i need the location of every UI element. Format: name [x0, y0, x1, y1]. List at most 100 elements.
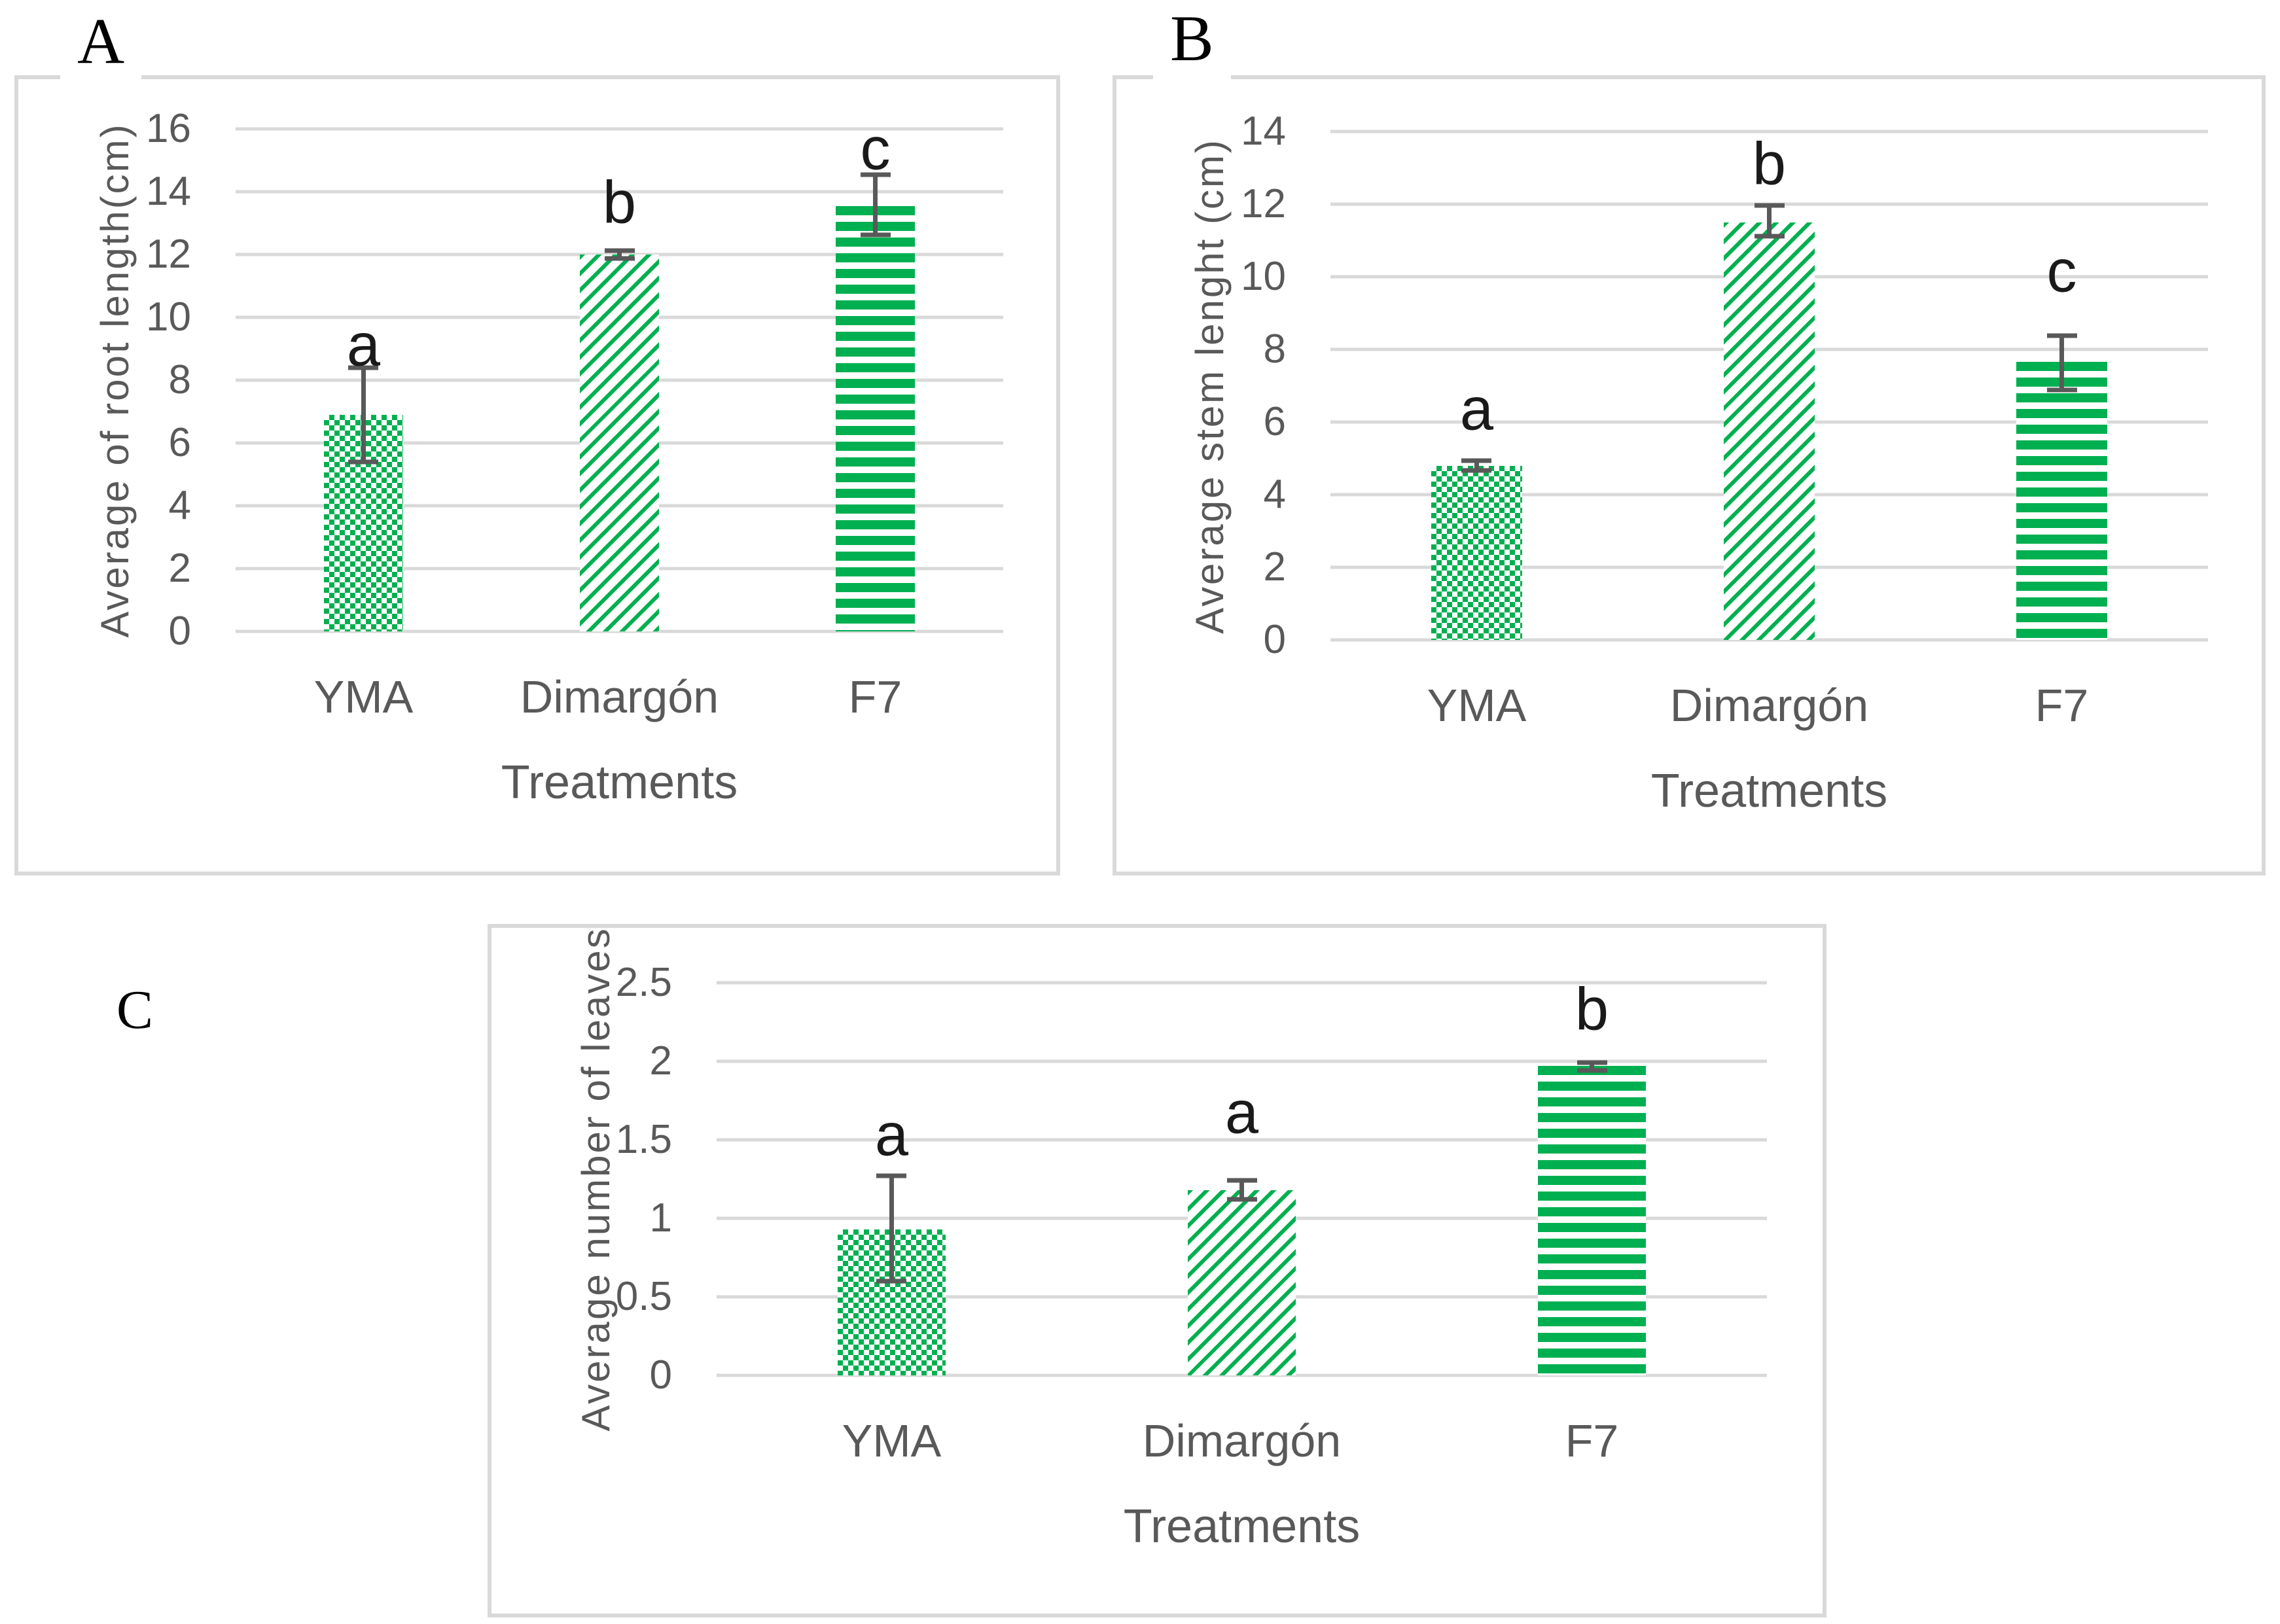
- error-bar: [1590, 1063, 1594, 1071]
- gridline: [717, 1059, 1767, 1063]
- error-bar: [2059, 335, 2064, 391]
- error-bar: [617, 250, 622, 258]
- chart-b-plot-area: Average stem lenght (cm) Treatments 0 2 4 6…: [1188, 111, 2208, 817]
- chart-c-x-axis-title: Treatments: [1123, 1500, 1361, 1553]
- error-bar: [361, 367, 366, 462]
- chart-b-y-axis-title: Average stem lenght (cm): [1188, 137, 1232, 634]
- y-axis-tick-label: 0: [649, 1352, 672, 1398]
- y-axis-tick-label: 2: [649, 1038, 672, 1084]
- chart-a-y-axis-title: Average of root length(cm): [93, 122, 137, 638]
- bar-Dimargón: [1724, 222, 1815, 640]
- y-axis-tick-label: 14: [1241, 109, 1286, 154]
- x-axis-category-label: YMA: [842, 1415, 942, 1466]
- bar-Dimargón: [1187, 1190, 1296, 1375]
- error-bar-cap: [1754, 234, 1785, 239]
- significance-letter: b: [1575, 976, 1609, 1043]
- y-axis-tick-label: 6: [1263, 399, 1286, 444]
- bar-F7: [836, 205, 915, 631]
- error-bar: [1474, 461, 1479, 470]
- y-axis-tick-label: 2.5: [615, 960, 672, 1005]
- error-bar-cap: [604, 256, 635, 261]
- chart-a-x-axis-title: Treatments: [501, 756, 738, 809]
- x-axis-category-label: F7: [1565, 1415, 1619, 1466]
- y-axis-tick-label: 14: [146, 169, 191, 214]
- error-bar-cap: [860, 172, 891, 177]
- significance-letter: b: [602, 169, 637, 236]
- y-axis-tick-label: 8: [1263, 327, 1286, 372]
- panel-label-b: B: [1153, 3, 1231, 81]
- chart-b-x-axis-title: Treatments: [1650, 765, 1888, 817]
- panel-label-c: C: [99, 980, 171, 1048]
- error-bar-cap: [876, 1173, 907, 1178]
- x-axis-category-label: Dimargón: [1669, 680, 1869, 731]
- chart-c-plot-area: Average number of leaves Treatments 0 0.5…: [574, 927, 1767, 1553]
- error-bar-cap: [1754, 203, 1785, 208]
- y-axis-tick-label: 2: [168, 546, 191, 591]
- x-axis-category-label: Dimargón: [1142, 1415, 1342, 1466]
- chart-c-y-axis-title: Average number of leaves: [574, 927, 618, 1432]
- error-bar-cap: [876, 1279, 907, 1284]
- gridline: [717, 1138, 1767, 1142]
- error-bar: [1239, 1180, 1244, 1200]
- x-axis-category-label: Dimargón: [520, 671, 719, 722]
- error-bar-cap: [1461, 468, 1492, 473]
- error-bar-cap: [1576, 1060, 1607, 1065]
- x-axis-category-label: F7: [848, 671, 902, 722]
- bar-F7: [2016, 362, 2107, 640]
- error-bar-cap: [1461, 458, 1492, 463]
- y-axis-tick-label: 2: [1263, 544, 1286, 590]
- panel-a: Average of root length(cm) Treatments 0 2…: [14, 75, 1060, 875]
- y-axis-tick-label: 4: [168, 483, 191, 528]
- x-axis-category-label: YMA: [313, 671, 414, 722]
- error-bar: [889, 1176, 894, 1281]
- gridline: [717, 1373, 1767, 1377]
- gridline: [1330, 130, 2208, 133]
- gridline: [236, 190, 1003, 194]
- bar-F7: [1537, 1066, 1647, 1375]
- significance-letter: c: [860, 115, 891, 183]
- error-bar-cap: [860, 232, 891, 238]
- significance-letter: b: [1752, 130, 1787, 198]
- error-bar: [1767, 205, 1772, 236]
- y-axis-tick-label: 8: [168, 357, 191, 402]
- gridline: [236, 629, 1003, 633]
- y-axis-tick-label: 1: [649, 1195, 672, 1241]
- error-bar-cap: [2046, 387, 2077, 393]
- panel-label-a: A: [60, 5, 142, 84]
- error-bar-cap: [2046, 333, 2077, 338]
- y-axis-tick-label: 12: [146, 232, 191, 277]
- significance-letter: a: [346, 311, 381, 379]
- panel-b: Average stem lenght (cm) Treatments 0 2 4 6…: [1113, 75, 2266, 875]
- y-axis-tick-label: 16: [146, 106, 191, 151]
- y-axis-tick-label: 0: [1263, 617, 1286, 662]
- significance-letter: a: [1459, 376, 1494, 443]
- error-bar: [873, 174, 878, 235]
- x-axis-category-label: YMA: [1427, 680, 1527, 731]
- gridline: [717, 981, 1767, 985]
- y-axis-tick-label: 10: [1241, 254, 1286, 299]
- bar-YMA: [1431, 465, 1522, 640]
- significance-letter: a: [874, 1101, 909, 1169]
- significance-letter: c: [2046, 238, 2077, 305]
- error-bar-cap: [348, 365, 379, 370]
- y-axis-tick-label: 0.5: [615, 1274, 672, 1319]
- bar-Dimargón: [580, 255, 659, 631]
- error-bar-cap: [1226, 1178, 1257, 1183]
- y-axis-tick-label: 6: [168, 420, 191, 465]
- y-axis-tick-label: 12: [1241, 181, 1286, 226]
- gridline: [236, 127, 1003, 131]
- panel-c: Average number of leaves Treatments 0 0.5…: [488, 924, 1826, 1617]
- y-axis-tick-label: 10: [146, 294, 191, 340]
- error-bar-cap: [348, 459, 379, 465]
- error-bar-cap: [604, 248, 635, 253]
- y-axis-tick-label: 0: [168, 609, 191, 654]
- error-bar-cap: [1226, 1197, 1257, 1202]
- y-axis-tick-label: 4: [1263, 472, 1286, 517]
- gridline: [1330, 638, 2208, 642]
- x-axis-category-label: F7: [2035, 680, 2089, 731]
- chart-a-plot-area: Average of root length(cm) Treatments 0 2…: [93, 109, 1003, 809]
- error-bar-cap: [1576, 1068, 1607, 1073]
- y-axis-tick-label: 1.5: [615, 1117, 672, 1162]
- significance-letter: a: [1224, 1079, 1259, 1146]
